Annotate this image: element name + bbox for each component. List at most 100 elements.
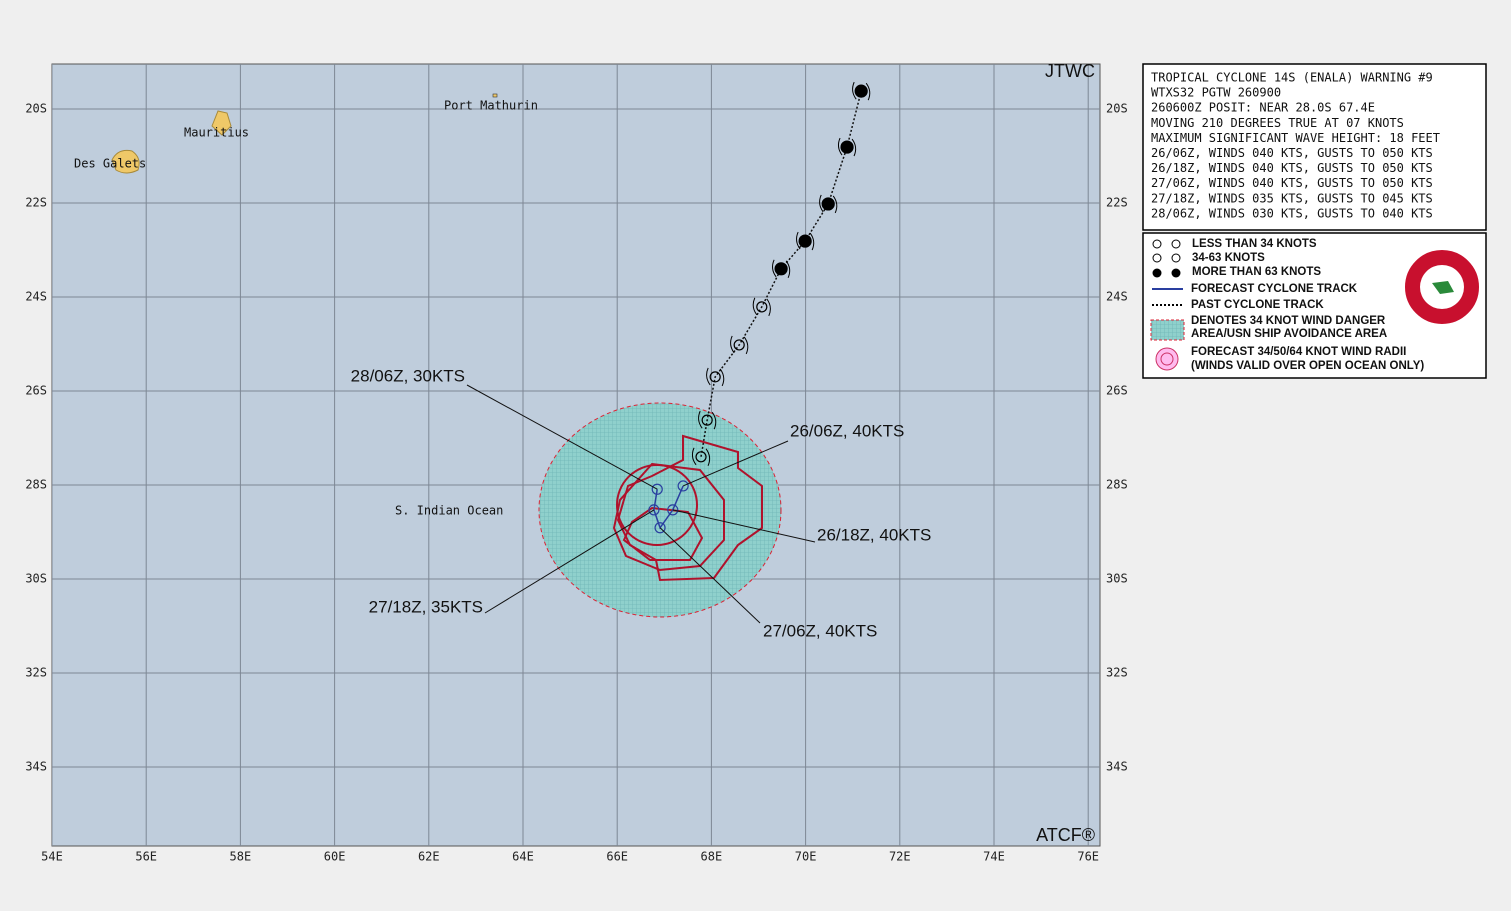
- legend-entry: 34-63 KNOTS: [1192, 252, 1265, 264]
- place-label: Port Mathurin: [444, 99, 538, 113]
- lon-tick-label: 70E: [795, 850, 817, 864]
- warning-line: 26/18Z, WINDS 040 KTS, GUSTS TO 050 KTS: [1151, 161, 1433, 175]
- place-label: Des Galets: [74, 157, 146, 171]
- lon-tick-label: 64E: [512, 850, 534, 864]
- lat-tick-label: 22S: [25, 196, 47, 210]
- track-point: [733, 339, 745, 351]
- lon-tick-label: 68E: [701, 850, 723, 864]
- storm-symbol: [752, 297, 771, 317]
- danger-area: [538, 402, 782, 618]
- leader-line: [484, 509, 655, 614]
- lat-tick-label: 34S: [25, 760, 47, 774]
- lat-tick-label: 32S: [25, 666, 47, 680]
- lat-tick-label: 24S: [1106, 290, 1128, 304]
- lat-tick-label: 34S: [1106, 760, 1128, 774]
- lon-tick-label: 58E: [230, 850, 252, 864]
- lat-tick-label: 30S: [25, 572, 47, 586]
- warning-line: MOVING 210 DEGREES TRUE AT 07 KNOTS: [1151, 116, 1404, 130]
- lat-tick-label: 32S: [1106, 666, 1128, 680]
- storm-symbol: [796, 231, 815, 251]
- warning-line: 27/06Z, WINDS 040 KTS, GUSTS TO 050 KTS: [1151, 176, 1433, 190]
- lon-tick-label: 62E: [418, 850, 440, 864]
- lat-tick-label: 20S: [1106, 102, 1128, 116]
- warning-line: 26/06Z, WINDS 040 KTS, GUSTS TO 050 KTS: [1151, 146, 1433, 160]
- grid: [52, 64, 1100, 846]
- track-point: [701, 414, 713, 426]
- storm-symbol: [698, 410, 717, 430]
- forecast-label: 28/06Z, 30KTS: [351, 366, 465, 385]
- track-point: [695, 451, 707, 463]
- legend-entry: AREA/USN SHIP AVOIDANCE AREA: [1191, 328, 1387, 340]
- legend-entry: PAST CYCLONE TRACK: [1191, 299, 1324, 311]
- legend-entry: FORECAST CYCLONE TRACK: [1191, 283, 1358, 295]
- corner-label: ATCF®: [1036, 825, 1095, 845]
- warning-line: TROPICAL CYCLONE 14S (ENALA) WARNING #9: [1151, 71, 1433, 85]
- forecast-point: [677, 480, 689, 492]
- legend-entry: LESS THAN 34 KNOTS: [1192, 238, 1317, 250]
- lon-tick-label: 74E: [983, 850, 1005, 864]
- leader-line: [682, 440, 789, 487]
- lat-tick-label: 28S: [1106, 478, 1128, 492]
- lon-tick-label: 56E: [135, 850, 157, 864]
- track-point: [798, 234, 812, 248]
- track-point: [756, 301, 768, 313]
- island: [492, 93, 498, 98]
- legend-entry: DENOTES 34 KNOT WIND DANGER: [1191, 315, 1386, 327]
- forecast-label: 26/06Z, 40KTS: [790, 421, 904, 440]
- legend-entry: (WINDS VALID OVER OPEN OCEAN ONLY): [1191, 360, 1424, 372]
- track-point: [840, 140, 854, 154]
- legend: LESS THAN 34 KNOTS 34-63 KNOTS MORE THAN 6…: [1150, 238, 1481, 372]
- island: [211, 110, 232, 136]
- storm-symbol: [819, 194, 838, 214]
- lon-tick-label: 60E: [324, 850, 346, 864]
- track-point: [854, 84, 868, 98]
- forecast-point: [667, 504, 679, 516]
- island: [111, 149, 140, 174]
- track-point: [709, 371, 721, 383]
- forecast-point: [648, 504, 660, 516]
- forecast-label: 27/18Z, 35KTS: [369, 597, 483, 616]
- leader-line: [672, 509, 816, 543]
- labels: 26/06Z, 40KTS 26/18Z, 40KTS 27/06Z, 40KTS 2…: [351, 366, 932, 640]
- lon-tick-label: 72E: [889, 850, 911, 864]
- warning-line: MAXIMUM SIGNIFICANT WAVE HEIGHT: 18 FEET: [1151, 131, 1440, 145]
- lon-tick-label: 54E: [41, 850, 63, 864]
- legend-entry: FORECAST 34/50/64 KNOT WIND RADII: [1191, 346, 1406, 358]
- place-label: Mauritius: [184, 126, 249, 140]
- storm-symbol: [691, 447, 711, 467]
- lat-tick-label: 24S: [25, 290, 47, 304]
- lon-tick-label: 76E: [1077, 850, 1099, 864]
- track-point: [821, 197, 835, 211]
- lat-tick-label: 30S: [1106, 572, 1128, 586]
- forecast-label: 27/06Z, 40KTS: [763, 621, 877, 640]
- legend-entry: MORE THAN 63 KNOTS: [1192, 266, 1321, 278]
- track-point: [774, 262, 788, 276]
- warning-line: 27/18Z, WINDS 035 KTS, GUSTS TO 045 KTS: [1151, 191, 1433, 205]
- lat-tick-label: 26S: [25, 384, 47, 398]
- leader-line: [659, 527, 761, 624]
- forecast-point: [651, 483, 663, 495]
- warning-text: TROPICAL CYCLONE 14S (ENALA) WARNING #9W…: [1151, 71, 1440, 221]
- forecast-label: 26/18Z, 40KTS: [817, 525, 931, 544]
- warning-box: [1142, 63, 1487, 231]
- warning-line: 28/06Z, WINDS 030 KTS, GUSTS TO 040 KTS: [1151, 206, 1433, 220]
- storm-symbol: [852, 81, 871, 101]
- storm-symbol: [706, 367, 725, 387]
- lat-tick-label: 26S: [1106, 384, 1128, 398]
- storm-symbol: [837, 137, 857, 157]
- lat-tick-label: 22S: [1106, 196, 1128, 210]
- storm-symbol: [730, 335, 749, 355]
- forecast-point: [654, 522, 666, 534]
- warning-line: WTXS32 PGTW 260900: [1151, 86, 1281, 100]
- region-label: S. Indian Ocean: [395, 504, 503, 518]
- leader-line: [466, 384, 658, 490]
- lat-tick-label: 20S: [25, 102, 47, 116]
- warning-line: 260600Z POSIT: NEAR 28.0S 67.4E: [1151, 101, 1375, 115]
- lon-tick-label: 66E: [606, 850, 628, 864]
- lat-tick-label: 28S: [25, 478, 47, 492]
- storm-symbol: [772, 259, 791, 279]
- corner-label: JTWC: [1045, 61, 1095, 81]
- wind-radii: [612, 434, 763, 582]
